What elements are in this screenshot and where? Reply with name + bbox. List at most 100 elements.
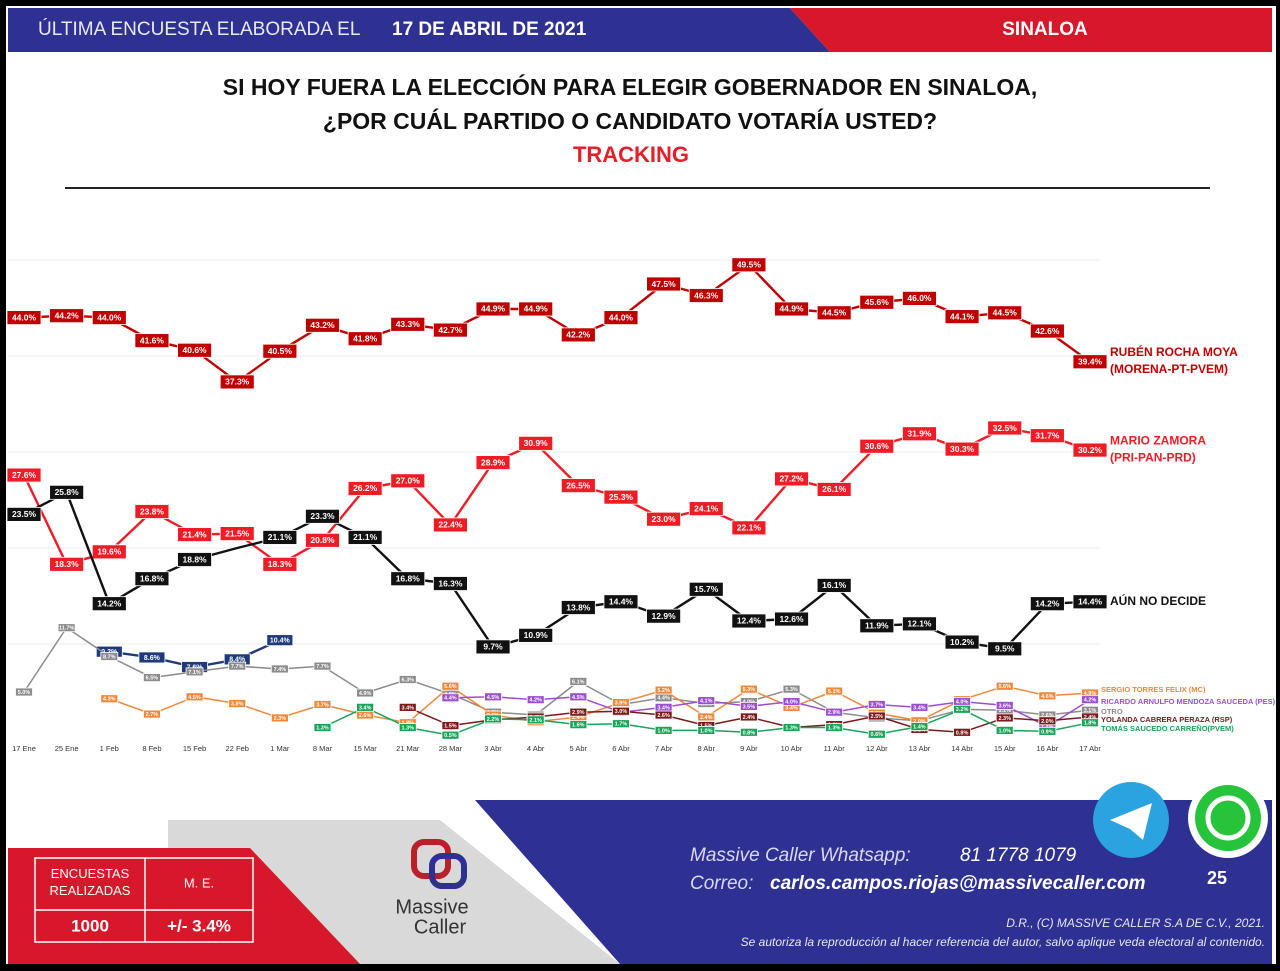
data-label: 5.6% — [441, 681, 460, 691]
data-point — [944, 309, 980, 325]
data-label-text: 44.1% — [950, 311, 975, 321]
data-point — [902, 290, 937, 306]
data-label-text: 7.7% — [316, 664, 329, 670]
data-point — [987, 305, 1023, 321]
legend-label: SERGIO TORRES FELIX (MC) — [1101, 685, 1206, 694]
data-label: 21.4% — [177, 527, 212, 542]
data-label-text: 1.7% — [615, 722, 628, 728]
data-point — [646, 276, 681, 292]
data-point — [441, 681, 460, 691]
x-tick-label: 8 Mar — [313, 744, 333, 753]
data-point — [782, 697, 801, 706]
data-label: 1.3% — [825, 723, 844, 732]
x-tick-label: 25 Ene — [55, 744, 79, 753]
data-point — [688, 288, 724, 303]
data-label: 1.0% — [995, 726, 1014, 735]
data-label-text: 26.1% — [822, 484, 847, 494]
data-label-text: 1.3% — [401, 725, 414, 731]
data-label-text: 45.6% — [865, 297, 890, 307]
data-label-text: 3.4% — [913, 705, 926, 711]
data-point — [825, 723, 844, 732]
data-label-text: 30.2% — [1078, 445, 1103, 455]
data-point — [859, 618, 895, 634]
data-point — [612, 719, 630, 729]
data-point — [15, 687, 33, 697]
data-label: 5.3% — [782, 684, 801, 694]
data-point — [1072, 442, 1108, 458]
data-label-text: 1.0% — [700, 728, 713, 734]
data-point — [995, 713, 1014, 723]
data-label: 41.8% — [347, 331, 383, 347]
data-point — [995, 681, 1014, 691]
data-label-text: 1.5% — [444, 724, 457, 730]
data-label-text: 8.7% — [103, 654, 116, 660]
data-label-text: 25.8% — [55, 487, 80, 497]
data-point — [100, 694, 119, 704]
data-label: 44.9% — [774, 301, 809, 317]
data-label: 3.6% — [995, 701, 1014, 710]
data-point — [731, 257, 767, 273]
data-label-text: 44.0% — [609, 312, 634, 322]
data-label: 3.8% — [228, 699, 247, 708]
data-label-text: 42.7% — [438, 325, 463, 335]
data-label-text: 21.4% — [183, 529, 208, 539]
data-point — [177, 342, 212, 358]
data-label-text: 41.6% — [140, 335, 165, 345]
telegram-icon[interactable] — [1093, 782, 1169, 858]
data-label-text: 11.9% — [865, 621, 889, 631]
data-point — [475, 639, 511, 655]
x-tick-label: 14 Abr — [951, 744, 973, 753]
data-point — [266, 634, 294, 647]
data-label: 10.4% — [266, 634, 294, 647]
data-point — [859, 438, 895, 454]
data-label-text: 41.8% — [353, 333, 378, 343]
data-label-text: 5.3% — [785, 687, 798, 693]
data-label-text: 26.2% — [353, 483, 378, 493]
data-point — [313, 661, 332, 671]
data-label-text: 1.4% — [913, 725, 926, 731]
data-label: 32.5% — [987, 420, 1023, 436]
data-label-text: 4.9% — [1084, 691, 1097, 697]
data-label-text: 3.1% — [998, 708, 1011, 714]
x-tick-label: 17 Ene — [12, 744, 36, 753]
data-point — [646, 511, 681, 527]
brand: Massive — [395, 896, 468, 918]
table-header: M. E. — [184, 875, 214, 890]
x-tick-label: 12 Abr — [866, 744, 888, 753]
data-label: 8.6% — [138, 651, 166, 664]
data-point — [944, 634, 980, 650]
data-label: 44.2% — [49, 308, 85, 324]
data-label: 42.7% — [432, 322, 468, 338]
data-label-text: 14.2% — [1035, 598, 1060, 608]
data-label: 49.5% — [731, 257, 767, 273]
data-label-text: 3.2% — [956, 707, 969, 713]
x-tick-label: 7 Abr — [655, 744, 673, 753]
data-label: 7.7% — [313, 661, 332, 671]
data-point — [739, 702, 758, 711]
data-label: 30.2% — [1072, 442, 1108, 458]
data-label: 2.7% — [143, 709, 161, 719]
data-label: 4.5% — [484, 692, 502, 702]
x-tick-label: 11 Abr — [824, 744, 846, 753]
whatsapp-icon[interactable] — [1188, 778, 1268, 858]
data-label: 2.4% — [739, 712, 758, 722]
data-label-text: 44.5% — [822, 308, 847, 318]
data-point — [987, 420, 1023, 436]
data-label-text: 12.4% — [737, 616, 762, 626]
data-point — [356, 688, 375, 698]
data-label: 2.3% — [995, 713, 1014, 723]
data-point — [262, 556, 298, 572]
data-label: 9.7% — [475, 639, 511, 655]
data-point — [390, 316, 426, 332]
data-label: 1.3% — [782, 723, 801, 732]
data-point — [867, 700, 886, 709]
data-point — [1038, 716, 1057, 726]
data-label-text: 19.6% — [97, 547, 122, 557]
data-point — [825, 707, 844, 717]
footer-table — [34, 857, 254, 943]
data-point — [305, 532, 340, 548]
data-label-text: 5.3% — [743, 687, 756, 693]
whatsapp-label: Massive Caller Whatsapp: — [690, 845, 911, 866]
data-label: 44.0% — [603, 310, 639, 326]
data-label-text: 2.6% — [359, 713, 372, 719]
